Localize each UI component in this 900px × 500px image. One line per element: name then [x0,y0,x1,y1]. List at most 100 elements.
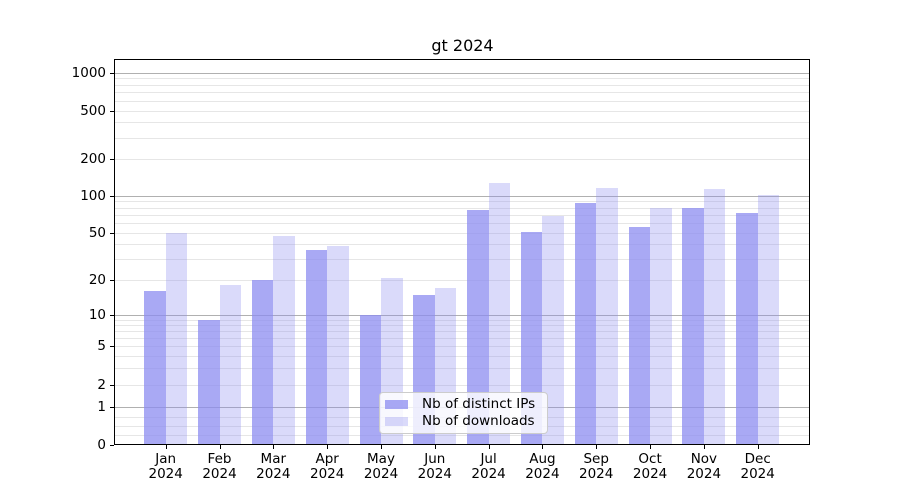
legend-item-distinct-ips: Nb of distinct IPs [385,395,541,412]
x-axis-tick-label-year: 2024 [310,466,345,482]
bar [327,245,349,444]
x-tick [596,445,598,449]
y-tick [110,158,114,160]
y-tick [110,72,114,74]
y-axis-tick-label: 100 [80,187,106,204]
legend-swatch-distinct-ips [385,399,408,409]
x-axis-tick-label-year: 2024 [148,466,183,482]
gridline-major [115,315,810,316]
gridline-minor [115,137,810,139]
x-axis-tick-label: Apr 2024 [297,452,357,482]
y-tick [110,110,114,112]
y-tick [110,195,114,197]
bar [219,285,241,444]
gridline-minor [115,84,810,86]
y-axis-tick-label: 500 [80,102,106,119]
gridline-minor [115,337,810,339]
x-axis-tick-label-year: 2024 [471,466,506,482]
x-tick [327,445,329,449]
bar [682,207,704,444]
gridline-minor [115,201,810,203]
gridline-minor [115,280,810,281]
gridline-minor [115,435,810,437]
x-axis-tick-label-month: Jul [480,451,497,467]
gridline-minor [115,331,810,332]
bar [467,210,489,444]
gridline-minor [115,207,810,209]
y-tick [110,407,114,409]
gridline-minor [115,110,810,112]
bar [736,213,758,444]
y-tick [110,280,114,281]
bar [628,226,651,444]
gridline-major [115,195,810,197]
x-tick [219,445,221,449]
x-axis-tick-label-month: Oct [638,451,662,467]
chart-title: gt 2024 [431,36,494,55]
x-axis-tick-label: Feb 2024 [190,452,250,482]
x-axis-tick-label-year: 2024 [579,466,614,482]
gridline-minor [115,232,810,234]
x-axis-tick-label-year: 2024 [363,466,399,482]
gridline-minor [115,122,810,124]
x-tick [542,445,544,449]
bar [359,315,381,444]
legend-swatch-downloads [385,417,408,427]
y-axis-tick-label: 1000 [71,64,106,81]
gridline-minor [115,355,810,357]
gridline-minor [115,367,810,369]
x-axis-tick-label: Oct 2024 [620,452,680,482]
x-axis-tick-label-year: 2024 [256,466,291,482]
x-axis-tick-label-month: Sep [583,451,609,467]
bar [520,231,543,444]
x-axis-tick-label-year: 2024 [632,466,668,482]
legend: Nb of distinct IPs Nb of downloads [379,392,548,434]
x-axis-tick-label-month: Dec [744,451,771,467]
gridline-minor [115,223,810,224]
bar [488,183,511,444]
gridline-minor [115,158,810,160]
x-axis-tick-label: Sep 2024 [566,452,626,482]
y-tick [110,315,114,316]
y-axis-tick-label: 0 [97,436,106,453]
x-axis-tick-label: Jun 2024 [405,452,465,482]
bar [574,203,597,444]
gridline-minor [115,325,810,326]
x-axis-tick-label-year: 2024 [740,466,775,482]
bar [703,189,726,444]
x-tick [757,445,759,449]
gridline-minor [115,100,810,102]
gridline-minor [115,78,810,80]
x-tick [650,445,652,449]
x-axis-tick-label: May 2024 [351,452,411,482]
y-axis-tick-label: 5 [97,338,106,354]
x-axis-tick-label-month: Mar [260,451,287,467]
y-axis-tick-label: 50 [88,224,106,241]
x-axis-tick-label-year: 2024 [686,466,722,482]
x-axis-tick-label-month: Feb [207,451,232,467]
gridline-minor [115,244,810,246]
x-tick [488,445,490,449]
y-axis-tick-label: 200 [80,150,106,167]
legend-label-downloads: Nb of downloads [422,413,535,430]
x-tick [434,445,436,449]
bar [165,232,188,444]
x-tick [381,445,382,449]
gridline-minor [115,346,810,347]
x-axis-tick-label: Mar 2024 [243,452,303,482]
bar [650,207,672,444]
y-tick [110,346,114,347]
x-axis-tick-label: Nov 2024 [674,452,734,482]
x-axis-tick-label-month: Jan [155,451,177,467]
y-axis-tick-label: 20 [88,272,106,288]
bar [542,215,564,444]
bar [251,280,274,444]
y-axis-tick-label: 1 [97,399,106,416]
x-axis-tick-label-month: Aug [529,451,556,467]
bar [273,235,295,444]
x-axis-tick-label-year: 2024 [202,466,237,482]
y-tick [110,385,114,386]
legend-label-distinct-ips: Nb of distinct IPs [422,395,536,412]
x-axis-tick-label: Dec 2024 [728,452,788,482]
